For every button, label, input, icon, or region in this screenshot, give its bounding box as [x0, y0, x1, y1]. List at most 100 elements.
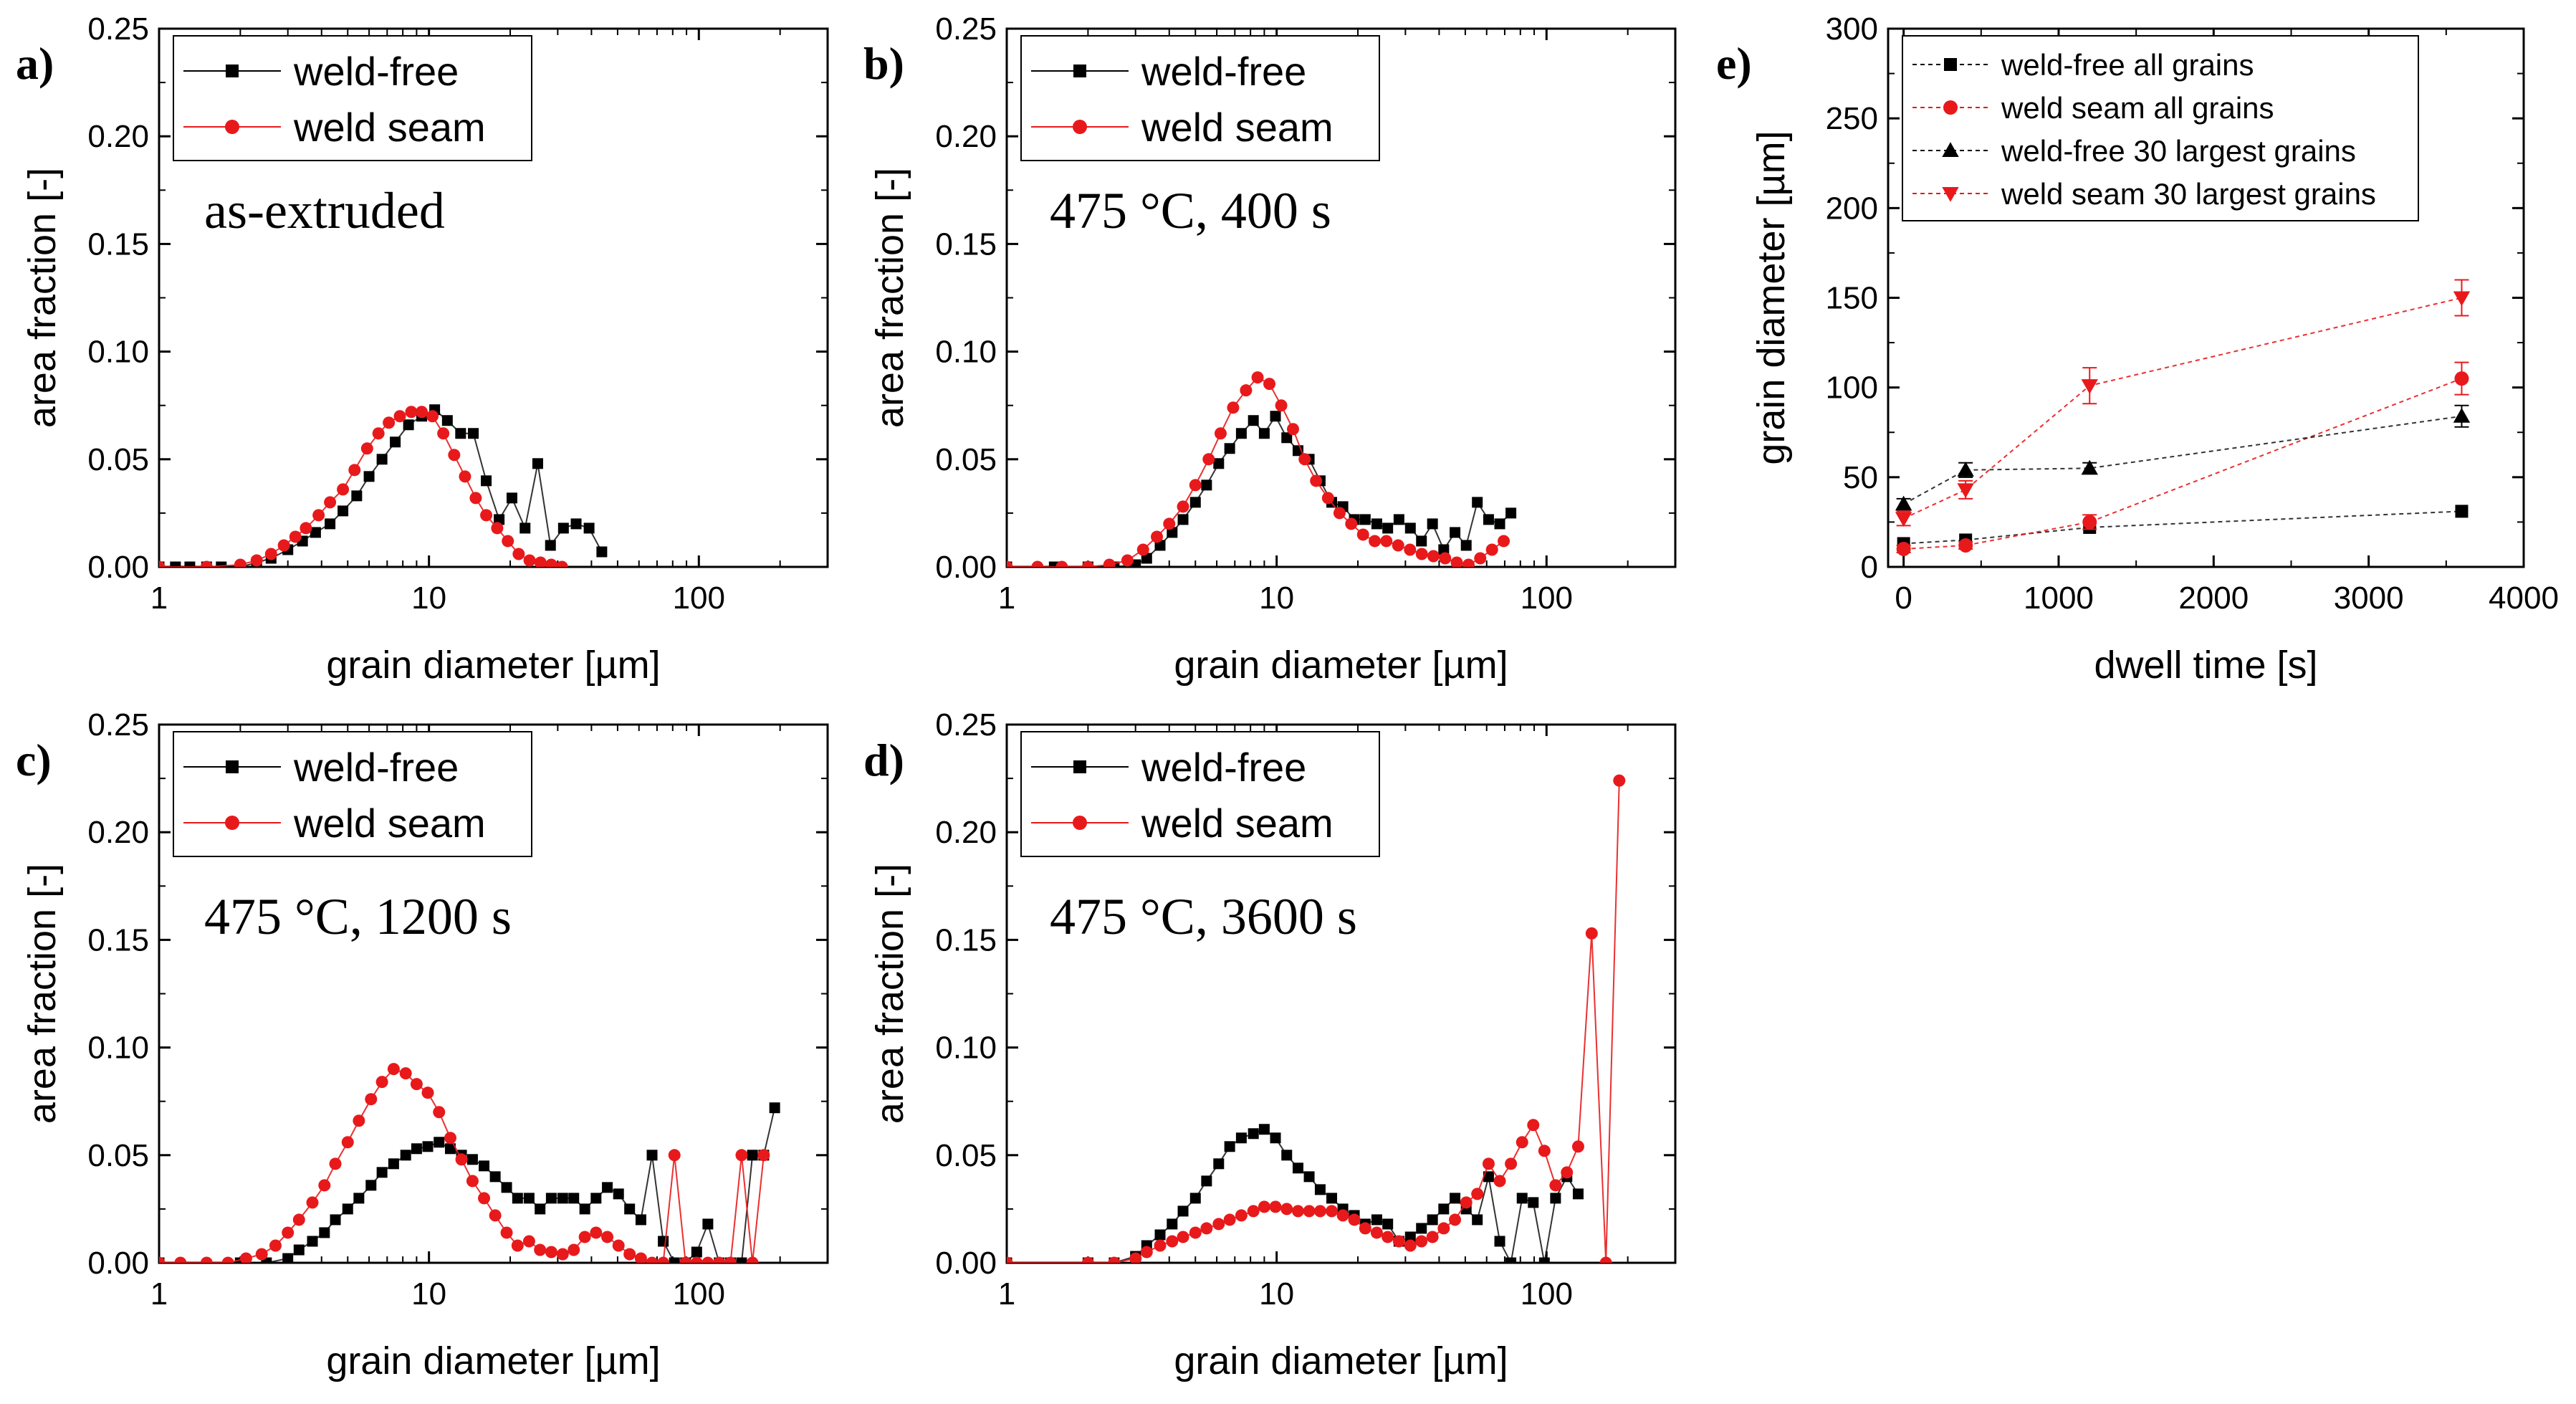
- data-point: [1326, 1193, 1338, 1204]
- series-group: [1895, 279, 2471, 556]
- data-point: [200, 560, 213, 567]
- data-point: [1382, 1231, 1394, 1243]
- data-point: [393, 410, 406, 423]
- data-point: [159, 560, 166, 567]
- data-point: [736, 1257, 747, 1263]
- data-point: [556, 1248, 569, 1261]
- legend-box: [1020, 731, 1380, 857]
- legend-marker: [1073, 65, 1086, 77]
- legend-label: weld seam 30 largest grains: [2001, 177, 2376, 211]
- data-point: [545, 540, 556, 551]
- legend-marker: [1944, 58, 1957, 71]
- data-point: [1177, 514, 1189, 525]
- data-point: [578, 1231, 591, 1243]
- data-point: [282, 1226, 295, 1239]
- data-point: [1561, 1166, 1574, 1179]
- data-point: [1392, 539, 1404, 552]
- data-point: [1189, 1226, 1202, 1239]
- data-point: [596, 546, 608, 558]
- data-point: [1333, 507, 1346, 520]
- series-line: [1903, 415, 2462, 505]
- data-point: [1896, 541, 1911, 556]
- data-point: [1167, 1218, 1178, 1230]
- x-tick-label: 1: [150, 1276, 168, 1312]
- data-point: [1247, 1205, 1260, 1218]
- data-point: [1177, 1205, 1189, 1217]
- data-point: [1258, 428, 1270, 439]
- data-point: [1494, 1236, 1505, 1247]
- data-point: [1895, 495, 1912, 511]
- data-point: [1321, 492, 1334, 505]
- condition-annotation: as-extruded: [204, 182, 445, 239]
- data-point: [1494, 518, 1505, 530]
- data-point: [1471, 1188, 1484, 1200]
- data-point: [1359, 1222, 1371, 1235]
- data-point: [455, 428, 466, 439]
- data-point: [624, 1203, 636, 1215]
- y-tick-label: 0.25: [935, 707, 997, 742]
- series-line: [1007, 780, 1620, 1263]
- data-point: [1416, 535, 1427, 547]
- data-point: [300, 522, 312, 535]
- data-point: [545, 558, 557, 567]
- y-tick-label: 0.00: [87, 1246, 149, 1281]
- data-point: [307, 1236, 318, 1247]
- data-point: [1460, 1196, 1473, 1209]
- data-point: [1177, 1231, 1189, 1243]
- y-tick-label: 0.05: [87, 442, 149, 477]
- data-point: [535, 1203, 546, 1215]
- data-point: [1348, 1213, 1361, 1226]
- y-axis-label: area fraction [-]: [868, 864, 911, 1124]
- y-tick-label: 0.20: [935, 119, 997, 154]
- data-point: [1404, 1239, 1417, 1252]
- data-point: [579, 1203, 590, 1215]
- data-point: [1427, 518, 1438, 530]
- data-point: [583, 522, 595, 534]
- data-point: [325, 518, 336, 530]
- legend-marker: [226, 760, 239, 773]
- data-point: [289, 530, 302, 543]
- data-point: [1404, 522, 1416, 534]
- series-line: [1007, 414, 1512, 567]
- y-tick-label: 300: [1826, 11, 1878, 47]
- x-tick-label: 10: [1259, 581, 1294, 616]
- data-point: [1291, 1205, 1304, 1218]
- data-point: [1177, 500, 1189, 513]
- data-point: [481, 475, 492, 487]
- data-point: [557, 522, 569, 534]
- data-point: [1270, 1132, 1281, 1144]
- y-tick-label: 0.25: [87, 707, 149, 742]
- condition-annotation: 475 °C, 400 s: [1050, 182, 1331, 239]
- data-point: [318, 1179, 331, 1192]
- y-tick-label: 0.25: [935, 11, 997, 47]
- data-point: [376, 1167, 388, 1178]
- data-point: [200, 1256, 213, 1263]
- data-point: [1212, 1218, 1225, 1231]
- data-point: [444, 1143, 456, 1155]
- data-point: [1200, 1222, 1213, 1235]
- legend-label: weld-free: [293, 745, 459, 790]
- legend-box: [1020, 35, 1380, 161]
- data-point: [613, 1188, 624, 1200]
- data-point: [590, 1193, 602, 1204]
- data-point: [255, 1248, 268, 1261]
- data-point: [679, 1256, 692, 1263]
- legend-marker: [225, 816, 239, 830]
- data-point: [1538, 1257, 1550, 1263]
- panel-label: b): [863, 38, 904, 89]
- data-point: [1371, 518, 1382, 530]
- data-point: [1472, 1214, 1483, 1226]
- data-point: [411, 1143, 422, 1155]
- data-point: [1462, 558, 1475, 567]
- data-point: [1227, 401, 1240, 414]
- y-tick-label: 0.05: [935, 442, 997, 477]
- data-point: [1957, 462, 1974, 477]
- legend-marker: [1942, 142, 1959, 157]
- data-point: [1140, 1246, 1153, 1259]
- x-tick-label: 100: [673, 1276, 725, 1312]
- x-tick-label: 100: [673, 581, 725, 616]
- legend-label: weld-free: [293, 49, 459, 94]
- data-point: [1129, 1252, 1142, 1263]
- data-point: [1380, 535, 1393, 548]
